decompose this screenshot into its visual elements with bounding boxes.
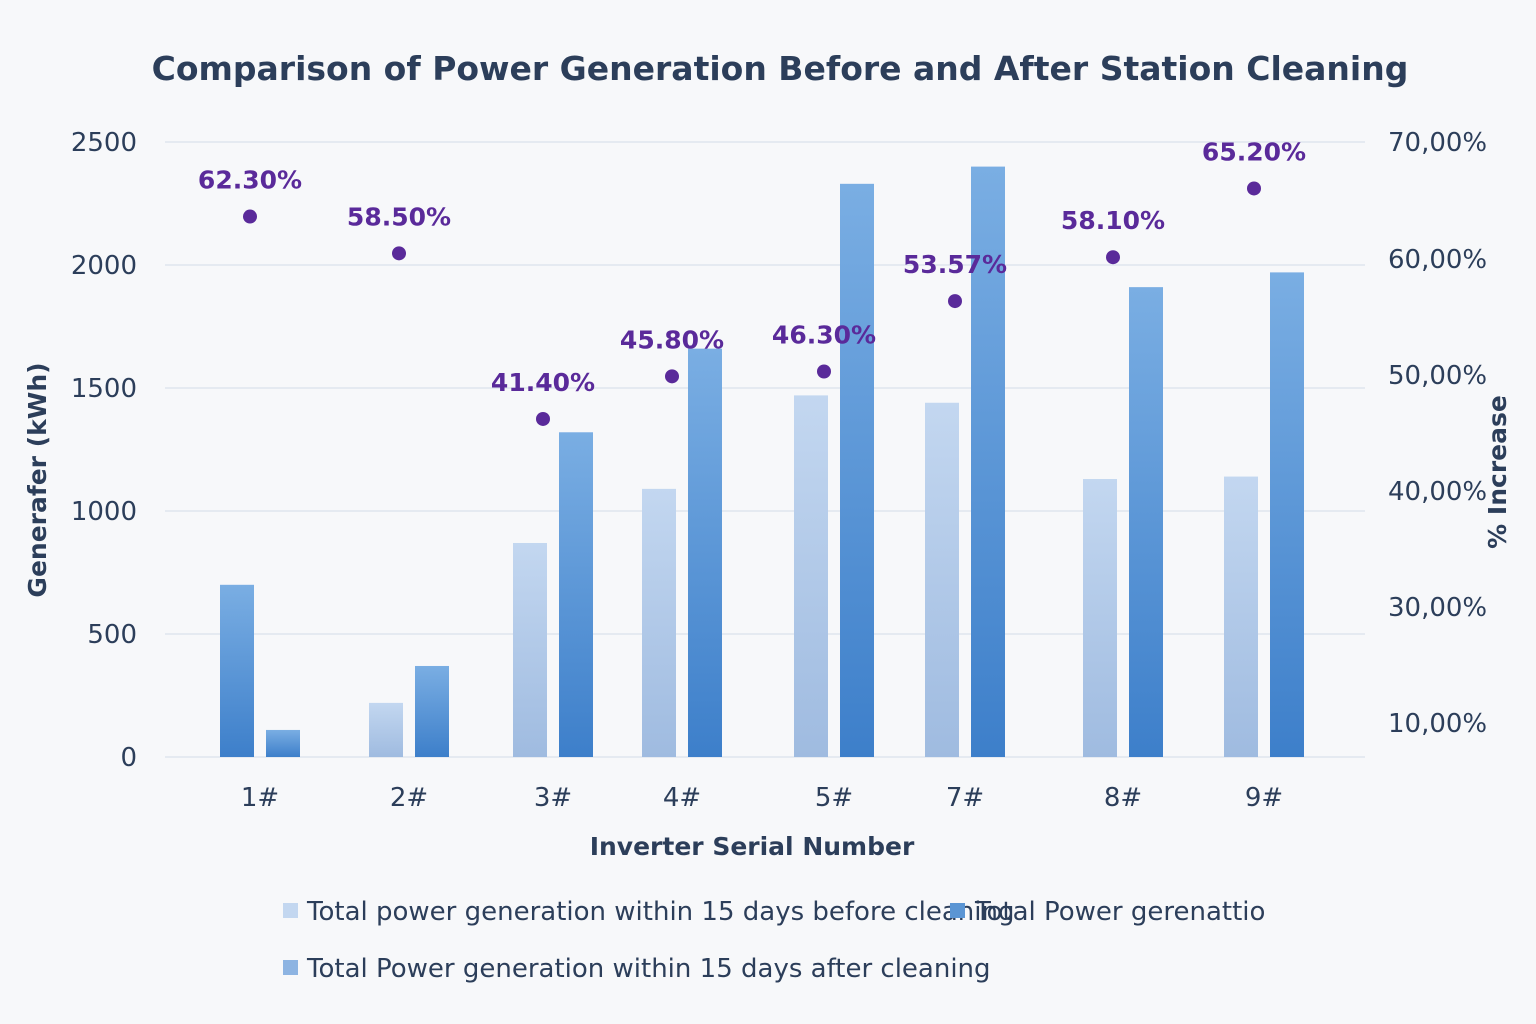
legend-label-total: Total Power gerenattio <box>974 897 1265 927</box>
percent-point <box>665 369 679 384</box>
legend-swatch-total <box>950 903 965 918</box>
bar-after <box>1270 272 1304 757</box>
y-tick-label: 0 <box>120 743 137 773</box>
bar-after <box>688 348 722 757</box>
y-tick-label: 1500 <box>71 374 137 404</box>
bar-before <box>220 584 254 757</box>
bar-after <box>266 729 300 757</box>
percent-point <box>817 364 831 379</box>
bar-before <box>513 542 547 757</box>
y2-axis-title: % Increase <box>1483 395 1512 549</box>
y-axis-title: Generafer (kWh) <box>23 362 52 597</box>
y2-tick-label: 50,00% <box>1388 361 1487 391</box>
y-tick-label: 1000 <box>71 497 137 527</box>
x-tick-label: 1# <box>241 783 279 813</box>
x-axis-title: Inverter Serial Number <box>590 832 915 861</box>
percent-label: 46.30% <box>772 320 876 349</box>
percent-label: 65.20% <box>1202 137 1306 166</box>
percent-point <box>1106 250 1120 265</box>
y2-tick-label: 70,00% <box>1388 128 1487 158</box>
bar-before <box>794 395 828 757</box>
grid-lines <box>165 141 1365 758</box>
bar-before <box>642 488 676 757</box>
percent-label: 58.50% <box>347 202 451 231</box>
bar-before <box>1224 476 1258 757</box>
bar-after <box>1129 287 1163 757</box>
legend-label-before: Total power generation within 15 days be… <box>306 897 1014 927</box>
bar-before <box>925 402 959 757</box>
y-axis-ticks: 0 500 1000 1500 2000 2500 <box>71 128 137 773</box>
percent-label: 53.57% <box>903 250 1007 279</box>
bar-after <box>840 183 874 757</box>
y2-tick-label: 60,00% <box>1388 245 1487 275</box>
y2-tick-label: 10,00% <box>1388 709 1487 739</box>
y2-axis-ticks: 10,00% 30,00% 40,00% 50,00% 60,00% 70,00% <box>1388 128 1487 739</box>
chart-title: Comparison of Power Generation Before an… <box>152 49 1409 88</box>
y2-tick-label: 30,00% <box>1388 593 1487 623</box>
percent-label: 41.40% <box>491 368 595 397</box>
legend-swatch-before <box>283 903 298 918</box>
bar-before <box>1083 479 1117 757</box>
x-tick-label: 2# <box>390 783 428 813</box>
y-tick-label: 2000 <box>71 251 137 281</box>
percent-label: 58.10% <box>1061 206 1165 235</box>
x-tick-label: 4# <box>663 783 701 813</box>
percent-point <box>392 246 406 261</box>
percent-point <box>1247 181 1261 196</box>
bar-after <box>559 432 593 757</box>
x-tick-label: 7# <box>946 783 984 813</box>
bar-after <box>415 665 449 757</box>
x-tick-label: 5# <box>815 783 853 813</box>
x-axis-ticks: 1# 2# 3# 4# 5# 7# 8# 9# <box>241 783 1283 813</box>
bar-before <box>369 702 403 757</box>
bars <box>220 166 1304 758</box>
percent-label: 45.80% <box>620 325 724 354</box>
percent-point <box>243 209 257 224</box>
percent-point <box>948 294 962 309</box>
legend-swatch-after <box>283 960 298 975</box>
legend: Total power generation within 15 days be… <box>283 897 1265 984</box>
y-tick-label: 500 <box>87 620 137 650</box>
x-tick-label: 9# <box>1245 783 1283 813</box>
bar-after <box>971 166 1005 758</box>
percent-points: 62.30% 58.50% 41.40% 45.80% 46.30% 53.57% 58.1… <box>198 137 1306 426</box>
x-tick-label: 3# <box>534 783 572 813</box>
percent-label: 62.30% <box>198 166 302 195</box>
legend-label-after: Total Power generation within 15 days af… <box>306 954 991 984</box>
x-tick-label: 8# <box>1104 783 1142 813</box>
y2-tick-label: 40,00% <box>1388 477 1487 507</box>
y-tick-label: 2500 <box>71 128 137 158</box>
percent-point <box>536 411 550 426</box>
